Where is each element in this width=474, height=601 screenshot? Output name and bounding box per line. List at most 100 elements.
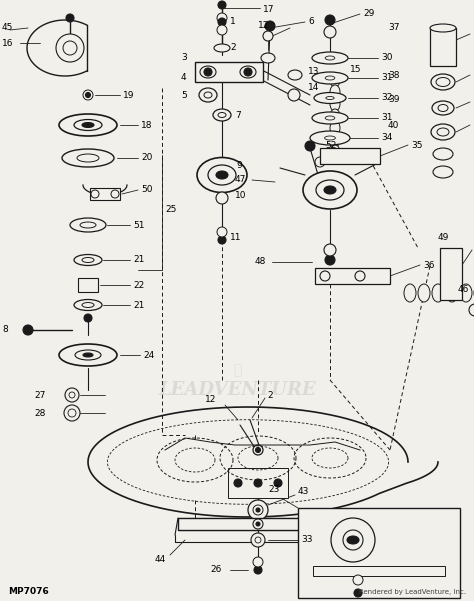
Circle shape	[216, 192, 228, 204]
Ellipse shape	[70, 218, 106, 232]
Ellipse shape	[204, 92, 212, 98]
Circle shape	[84, 314, 92, 322]
Circle shape	[255, 537, 261, 543]
Ellipse shape	[312, 52, 348, 64]
Bar	[440, 248, 462, 300]
Bar	[78, 278, 98, 292]
Ellipse shape	[197, 157, 247, 192]
Text: Rendered by LeadVenture, Inc.: Rendered by LeadVenture, Inc.	[359, 589, 466, 595]
Circle shape	[253, 557, 263, 567]
Text: 20: 20	[141, 153, 152, 162]
Circle shape	[218, 236, 226, 244]
Circle shape	[256, 522, 260, 526]
Text: 19: 19	[123, 91, 135, 100]
Text: 12: 12	[258, 20, 269, 29]
Ellipse shape	[74, 120, 102, 130]
Circle shape	[254, 566, 262, 574]
Text: 4: 4	[181, 73, 187, 82]
Bar	[90, 188, 120, 200]
Ellipse shape	[59, 344, 117, 366]
Ellipse shape	[418, 284, 430, 302]
Text: 12: 12	[205, 395, 216, 404]
Circle shape	[255, 448, 261, 453]
Ellipse shape	[446, 284, 458, 302]
Circle shape	[244, 68, 252, 76]
Ellipse shape	[312, 112, 348, 124]
Text: 17: 17	[263, 5, 274, 14]
Ellipse shape	[330, 85, 340, 99]
Circle shape	[251, 533, 265, 547]
Ellipse shape	[314, 93, 346, 103]
Circle shape	[288, 89, 300, 101]
Text: 9: 9	[236, 160, 242, 169]
Ellipse shape	[330, 133, 340, 147]
Circle shape	[217, 25, 227, 35]
Text: 21: 21	[133, 300, 145, 310]
Text: 34: 34	[381, 133, 392, 142]
Circle shape	[68, 409, 76, 417]
Text: 23: 23	[268, 486, 279, 495]
Ellipse shape	[208, 165, 236, 185]
Circle shape	[274, 479, 282, 487]
Ellipse shape	[460, 284, 472, 302]
Ellipse shape	[316, 180, 344, 200]
Text: 10: 10	[235, 191, 246, 200]
Circle shape	[83, 90, 93, 100]
Ellipse shape	[218, 112, 226, 118]
Text: 25: 25	[165, 206, 176, 215]
Circle shape	[355, 271, 365, 281]
Text: 16: 16	[2, 38, 13, 47]
Circle shape	[320, 271, 330, 281]
Ellipse shape	[82, 123, 94, 127]
Text: 7: 7	[235, 111, 241, 120]
Text: 6: 6	[308, 17, 314, 26]
Text: 46: 46	[458, 285, 469, 294]
Ellipse shape	[82, 257, 94, 263]
Circle shape	[305, 141, 315, 151]
Circle shape	[23, 325, 33, 335]
Text: 43: 43	[298, 487, 310, 496]
Bar	[313, 566, 445, 576]
Circle shape	[66, 14, 74, 22]
Text: LEADVENTURE: LEADVENTURE	[158, 381, 316, 399]
Circle shape	[64, 405, 80, 421]
Text: 30: 30	[381, 53, 392, 63]
Text: 5: 5	[181, 91, 187, 100]
Ellipse shape	[432, 284, 444, 302]
Ellipse shape	[437, 128, 449, 136]
Circle shape	[56, 34, 84, 62]
Ellipse shape	[324, 186, 336, 194]
Ellipse shape	[330, 109, 340, 123]
Text: 15: 15	[350, 66, 362, 75]
Circle shape	[218, 18, 226, 26]
Circle shape	[69, 392, 75, 398]
Bar	[228, 468, 288, 498]
Ellipse shape	[433, 166, 453, 178]
Ellipse shape	[82, 302, 94, 308]
Circle shape	[354, 589, 362, 597]
Text: 50: 50	[141, 186, 153, 195]
Ellipse shape	[261, 53, 275, 63]
Ellipse shape	[325, 76, 335, 80]
Text: 22: 22	[133, 281, 144, 290]
Text: 29: 29	[363, 10, 374, 19]
Bar	[298, 508, 460, 598]
Ellipse shape	[431, 74, 455, 90]
Ellipse shape	[330, 121, 340, 135]
Text: 49: 49	[438, 234, 449, 242]
Bar	[315, 268, 390, 284]
Text: 31: 31	[381, 114, 392, 123]
Text: 32: 32	[381, 94, 392, 103]
Circle shape	[256, 508, 260, 512]
Circle shape	[469, 304, 474, 316]
Text: 48: 48	[255, 257, 266, 266]
Text: 28: 28	[35, 409, 46, 418]
Ellipse shape	[330, 73, 340, 87]
Text: 37: 37	[388, 23, 400, 32]
Circle shape	[265, 21, 275, 31]
Circle shape	[234, 479, 242, 487]
Bar	[320, 148, 380, 164]
Circle shape	[324, 26, 336, 38]
Ellipse shape	[83, 353, 93, 357]
Text: 1: 1	[230, 17, 236, 26]
